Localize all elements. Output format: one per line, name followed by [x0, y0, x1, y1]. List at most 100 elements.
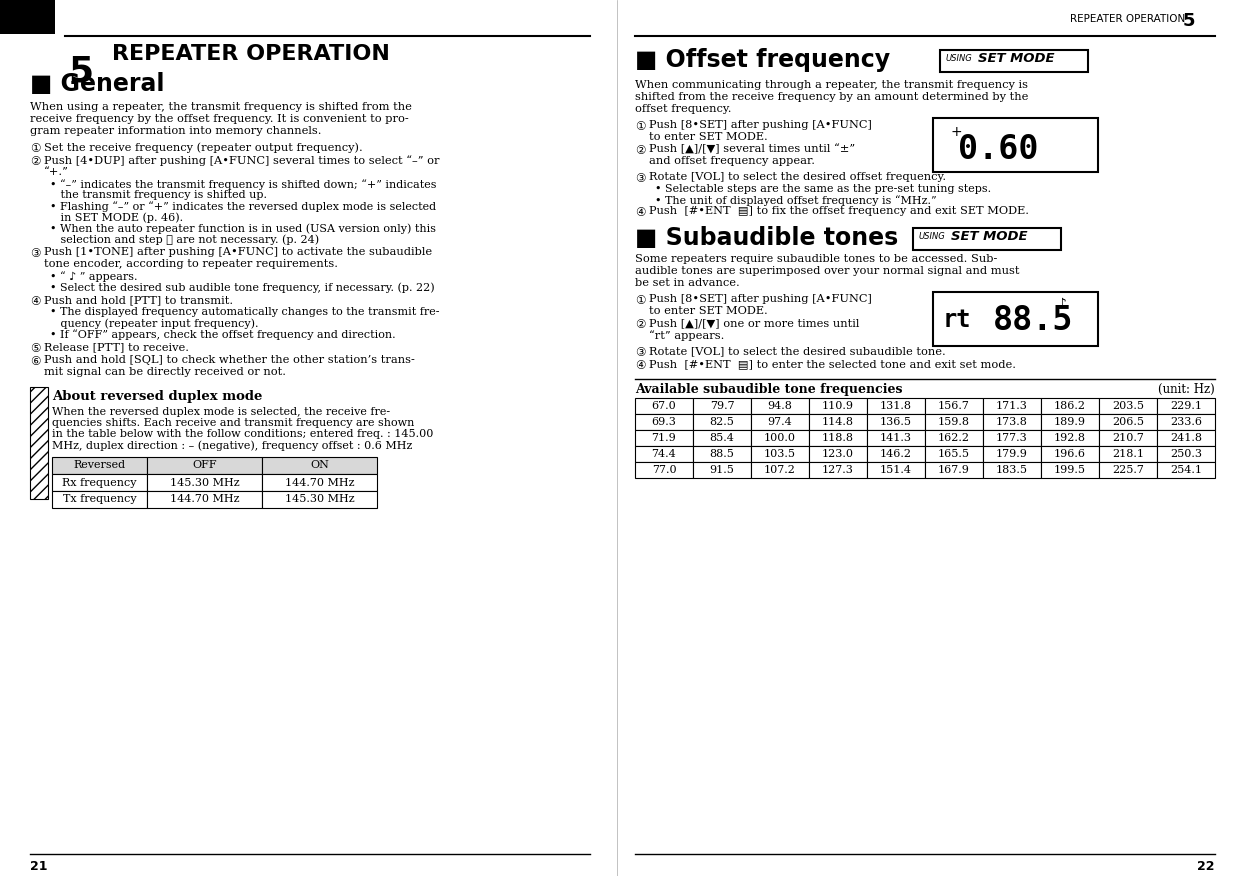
Bar	[635, 398, 693, 414]
Text: ②: ②	[635, 144, 646, 157]
Bar	[1157, 462, 1215, 478]
Bar	[693, 398, 751, 414]
Bar	[1042, 462, 1099, 478]
Bar	[983, 462, 1042, 478]
Text: ■ Offset frequency: ■ Offset frequency	[635, 48, 890, 72]
Text: Push  [#•ENT  ▤] to fix the offset frequency and exit SET MODE.: Push [#•ENT ▤] to fix the offset frequen…	[649, 206, 1029, 216]
Bar	[148, 491, 262, 508]
Text: ①: ①	[30, 142, 41, 155]
Text: Some repeaters require subaudible tones to be accessed. Sub-: Some repeaters require subaudible tones …	[635, 254, 997, 264]
Bar	[0, 18, 55, 34]
Text: 110.9: 110.9	[822, 401, 854, 411]
Text: 225.7: 225.7	[1112, 465, 1145, 475]
Bar	[913, 228, 1061, 250]
Text: 229.1: 229.1	[1171, 401, 1202, 411]
Bar	[808, 414, 867, 430]
Text: 145.30 MHz: 145.30 MHz	[170, 477, 239, 488]
Text: 114.8: 114.8	[822, 417, 854, 427]
Bar	[0, 0, 55, 18]
Text: 85.4: 85.4	[709, 433, 734, 443]
Bar	[751, 446, 808, 462]
Bar	[983, 446, 1042, 462]
Text: to enter SET MODE.: to enter SET MODE.	[649, 132, 768, 142]
Text: 183.5: 183.5	[996, 465, 1028, 475]
Text: • “ ♪ ” appears.: • “ ♪ ” appears.	[50, 271, 138, 282]
Text: 107.2: 107.2	[764, 465, 796, 475]
Bar	[925, 414, 983, 430]
Text: 218.1: 218.1	[1112, 449, 1145, 459]
Text: to enter SET MODE.: to enter SET MODE.	[649, 306, 768, 316]
Text: 94.8: 94.8	[768, 401, 792, 411]
Text: USING: USING	[919, 232, 946, 241]
Text: 165.5: 165.5	[937, 449, 970, 459]
Text: ⑤: ⑤	[30, 342, 41, 355]
Text: • “–” indicates the transmit frequency is shifted down; “+” indicates: • “–” indicates the transmit frequency i…	[50, 179, 436, 190]
Bar	[867, 398, 925, 414]
Bar	[808, 398, 867, 414]
Bar	[932, 118, 1097, 172]
Bar	[925, 462, 983, 478]
Text: 167.9: 167.9	[939, 465, 970, 475]
Bar	[693, 414, 751, 430]
Text: 100.0: 100.0	[764, 433, 796, 443]
Text: 69.3: 69.3	[651, 417, 677, 427]
Text: Push [8•SET] after pushing [A•FUNC]: Push [8•SET] after pushing [A•FUNC]	[649, 294, 872, 304]
Text: 177.3: 177.3	[996, 433, 1028, 443]
Text: ③: ③	[635, 172, 646, 185]
Text: 206.5: 206.5	[1112, 417, 1145, 427]
Text: Rotate [VOL] to select the desired offset frequency.: Rotate [VOL] to select the desired offse…	[649, 172, 946, 182]
Text: SET MODE: SET MODE	[951, 230, 1028, 243]
Text: shifted from the receive frequency by an amount determined by the: shifted from the receive frequency by an…	[635, 92, 1028, 102]
Text: • Select the desired sub audible tone frequency, if necessary. (p. 22): • Select the desired sub audible tone fr…	[50, 282, 435, 293]
Text: 0.60: 0.60	[959, 133, 1039, 166]
Bar	[983, 398, 1042, 414]
Text: 67.0: 67.0	[652, 401, 676, 411]
Text: 21: 21	[30, 860, 47, 873]
Text: be set in advance.: be set in advance.	[635, 278, 740, 288]
Text: MHz, duplex direction : – (negative), frequency offset : 0.6 MHz: MHz, duplex direction : – (negative), fr…	[52, 440, 413, 450]
Text: Tx frequency: Tx frequency	[63, 494, 136, 505]
Text: 145.30 MHz: 145.30 MHz	[285, 494, 355, 505]
Text: 88.5: 88.5	[993, 304, 1074, 337]
Text: ②: ②	[635, 318, 646, 331]
Text: mit signal can be directly received or not.: mit signal can be directly received or n…	[43, 367, 286, 377]
Text: Available subaudible tone frequencies: Available subaudible tone frequencies	[635, 383, 903, 396]
Bar	[925, 398, 983, 414]
Text: 71.9: 71.9	[652, 433, 676, 443]
Text: tone encoder, according to repeater requirements.: tone encoder, according to repeater requ…	[43, 259, 339, 269]
Bar	[262, 491, 377, 508]
Text: 123.0: 123.0	[822, 449, 854, 459]
Text: ③: ③	[635, 346, 646, 359]
Text: • The displayed frequency automatically changes to the transmit fre-: • The displayed frequency automatically …	[50, 307, 439, 317]
Bar	[635, 430, 693, 446]
Text: audible tones are superimposed over your normal signal and must: audible tones are superimposed over your…	[635, 266, 1019, 276]
Text: Rotate [VOL] to select the desired subaudible tone.: Rotate [VOL] to select the desired subau…	[649, 346, 946, 356]
Text: 88.5: 88.5	[709, 449, 734, 459]
Text: 141.3: 141.3	[880, 433, 911, 443]
Text: 151.4: 151.4	[880, 465, 911, 475]
Text: 186.2: 186.2	[1054, 401, 1086, 411]
Text: 131.8: 131.8	[880, 401, 911, 411]
Text: Rx frequency: Rx frequency	[62, 477, 136, 488]
Bar	[867, 414, 925, 430]
Bar	[751, 414, 808, 430]
Text: Push and hold [PTT] to transmit.: Push and hold [PTT] to transmit.	[43, 295, 233, 305]
Text: 171.3: 171.3	[996, 401, 1028, 411]
Text: in SET MODE (p. 46).: in SET MODE (p. 46).	[50, 212, 184, 223]
Text: 144.70 MHz: 144.70 MHz	[170, 494, 239, 505]
Bar	[693, 446, 751, 462]
Text: ③: ③	[30, 247, 41, 260]
Bar	[867, 430, 925, 446]
Text: 103.5: 103.5	[764, 449, 796, 459]
Text: Reversed: Reversed	[73, 461, 125, 470]
Bar	[1099, 398, 1157, 414]
Text: Push and hold [SQL] to check whether the other station’s trans-: Push and hold [SQL] to check whether the…	[43, 355, 415, 365]
Text: • Flashing “–” or “+” indicates the reversed duplex mode is selected: • Flashing “–” or “+” indicates the reve…	[50, 201, 436, 212]
Bar	[751, 430, 808, 446]
Bar	[808, 462, 867, 478]
Bar	[1042, 446, 1099, 462]
Text: 79.7: 79.7	[709, 401, 734, 411]
Text: ♪: ♪	[1058, 297, 1066, 311]
Text: ①: ①	[635, 294, 646, 307]
Text: Set the receive frequency (repeater output frequency).: Set the receive frequency (repeater outp…	[43, 142, 363, 152]
